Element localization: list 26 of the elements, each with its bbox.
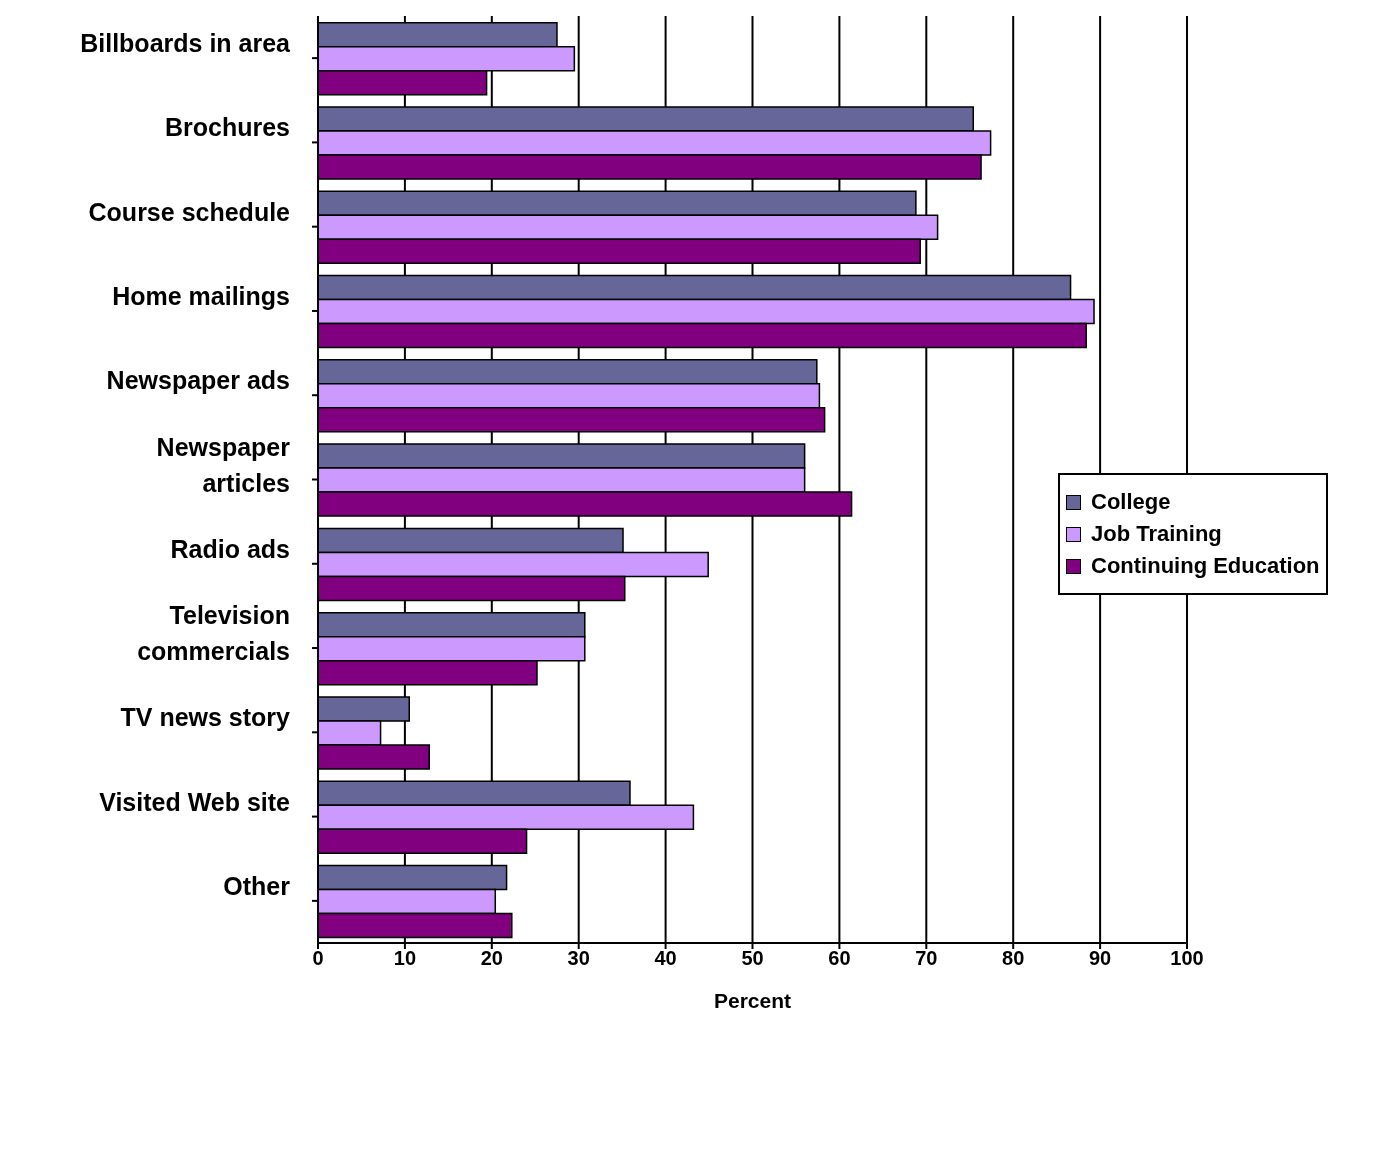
y-tick-label: Television commercials bbox=[137, 601, 290, 666]
x-tick-label: 100 bbox=[1170, 947, 1204, 970]
legend-label: Continuing Education bbox=[1091, 553, 1320, 579]
y-tick-label: Visited Web site bbox=[99, 787, 291, 816]
y-tick-label: Newspaper ads bbox=[106, 366, 290, 395]
y-tick-label: Brochures bbox=[164, 113, 290, 142]
x-tick-label: 50 bbox=[741, 947, 764, 970]
x-tick-label: 80 bbox=[1002, 947, 1025, 970]
x-tick-label: 0 bbox=[312, 947, 324, 970]
x-tick-label: 40 bbox=[654, 947, 677, 970]
x-tick-label: 10 bbox=[393, 947, 417, 970]
x-axis-title: Percent bbox=[713, 989, 792, 1012]
x-tick-label: 60 bbox=[828, 947, 851, 970]
y-tick-label: Billboards in area bbox=[80, 29, 292, 58]
y-tick-label: Other bbox=[223, 871, 291, 900]
y-tick-label: Radio ads bbox=[170, 534, 290, 563]
x-tick-label: 90 bbox=[1088, 947, 1112, 970]
legend-label: College bbox=[1091, 489, 1171, 515]
x-tick-label: 70 bbox=[915, 947, 938, 970]
y-tick-label: Newspaper articles bbox=[156, 432, 291, 497]
legend-label: Job Training bbox=[1091, 521, 1222, 547]
y-tick-label: TV news story bbox=[120, 703, 291, 732]
x-tick-label: 20 bbox=[480, 947, 503, 970]
y-tick-label: Home mailings bbox=[112, 281, 290, 310]
y-tick-label: Course schedule bbox=[88, 197, 291, 226]
x-tick-label: 30 bbox=[567, 947, 590, 970]
